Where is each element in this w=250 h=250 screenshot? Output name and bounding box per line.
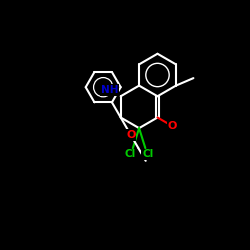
Text: Cl: Cl: [142, 149, 154, 160]
Text: NH: NH: [101, 85, 118, 95]
Text: O: O: [126, 130, 136, 140]
Text: Cl: Cl: [125, 149, 136, 160]
Text: O: O: [168, 121, 177, 131]
